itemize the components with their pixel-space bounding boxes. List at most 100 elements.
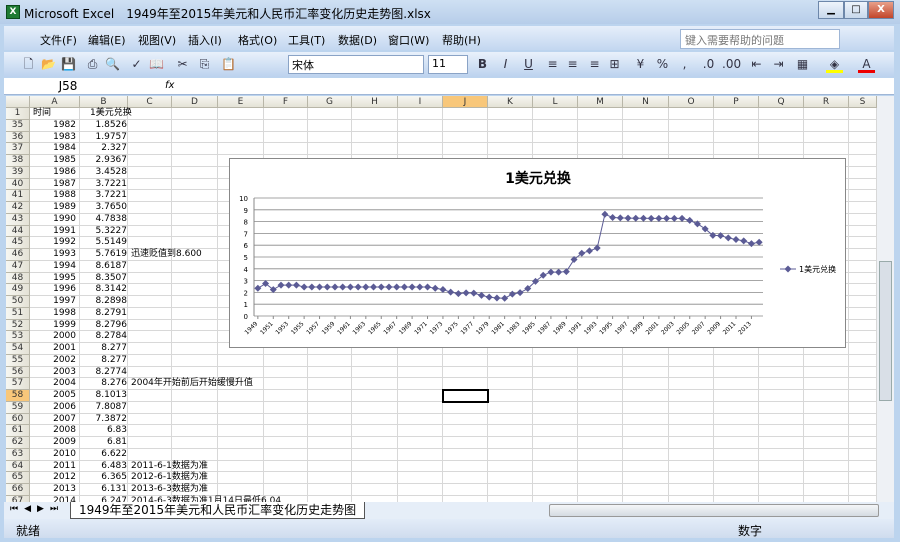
cell-a[interactable]: 1995	[53, 272, 76, 283]
cell-b[interactable]: 5.5149	[95, 237, 128, 248]
cell-a[interactable]: 1996	[53, 284, 76, 295]
paste-icon[interactable]: 📋	[221, 57, 236, 71]
column-header[interactable]: C	[128, 96, 172, 108]
menu-item[interactable]: 插入(I)	[188, 34, 222, 47]
cell-b[interactable]: 7.8087	[95, 401, 128, 412]
cell-a[interactable]: 2000	[53, 331, 76, 342]
cell-c[interactable]: 2011-6-1数据为准	[131, 460, 208, 471]
row-header[interactable]: 48	[6, 272, 30, 285]
cell-a[interactable]: 1994	[53, 260, 76, 271]
increase-indent-icon[interactable]: ⇥	[773, 57, 784, 71]
copy-icon[interactable]: ⎘	[199, 57, 210, 71]
cell-b[interactable]: 3.7650	[95, 202, 128, 212]
cell-a[interactable]: 1997	[53, 296, 76, 306]
help-search-input[interactable]: 键入需要帮助的问题	[680, 29, 840, 49]
cell-b[interactable]: 8.3142	[95, 284, 128, 295]
font-color-icon[interactable]: A	[858, 56, 875, 73]
sheet-tab[interactable]: 1949年至2015年美元和人民币汇率变化历史走势图	[70, 502, 366, 519]
cell-b[interactable]: 8.6187	[95, 260, 128, 271]
cell-b[interactable]: 8.2898	[95, 296, 128, 306]
cell-c[interactable]: 2014-6-3数据为准1月14日最低6.04	[131, 495, 282, 502]
spellcheck-icon[interactable]: ✓	[131, 57, 142, 71]
vertical-scrollbar[interactable]	[877, 96, 894, 502]
fill-color-icon[interactable]: ◈	[826, 56, 843, 73]
column-header[interactable]: I	[398, 96, 443, 108]
align-right-icon[interactable]: ≡	[589, 57, 600, 71]
column-header[interactable]: L	[533, 96, 578, 108]
chart[interactable]: 1美元兑换 0 1 2 3 4 5 6 7 8 9 10 1949 1951 1953 1955 1957 195…	[229, 158, 846, 348]
row-header[interactable]: 63	[6, 448, 30, 461]
cell-b[interactable]: 6.131	[101, 484, 127, 494]
row-header[interactable]: 67	[6, 495, 30, 502]
row-header[interactable]: 41	[6, 190, 30, 202]
column-header[interactable]: B	[80, 96, 128, 108]
cell-a[interactable]: 2001	[53, 343, 76, 353]
cell-b[interactable]: 3.4528	[95, 166, 128, 177]
row-header[interactable]: 57	[6, 378, 30, 390]
research-icon[interactable]: 📖	[149, 57, 164, 71]
font-size-select[interactable]: 11	[428, 55, 468, 74]
row-header[interactable]: 45	[6, 237, 30, 249]
row-header[interactable]: 43	[6, 213, 30, 226]
row-header[interactable]: 40	[6, 178, 30, 191]
column-header[interactable]: D	[172, 96, 218, 108]
cell-a[interactable]: 1999	[53, 319, 76, 330]
minimize-button[interactable]: ▁	[818, 1, 844, 19]
menu-item[interactable]: 视图(V)	[138, 34, 177, 47]
menu-item[interactable]: 窗口(W)	[388, 34, 430, 47]
row-header[interactable]: 39	[6, 166, 30, 179]
cell-a[interactable]: 1983	[53, 131, 76, 142]
row-header[interactable]: 44	[6, 225, 30, 238]
row-header[interactable]: 49	[6, 284, 30, 296]
cell-b[interactable]: 8.277	[101, 354, 127, 365]
merge-center-icon[interactable]: ⊞	[609, 57, 620, 71]
selected-cell[interactable]	[442, 389, 489, 403]
cell-a[interactable]: 2013	[53, 484, 76, 494]
align-center-icon[interactable]: ≡	[567, 57, 578, 71]
cell-a[interactable]: 1985	[53, 155, 76, 165]
row-header[interactable]: 64	[6, 460, 30, 473]
menu-item[interactable]: 文件(F)	[40, 34, 77, 47]
cell-b[interactable]: 8.277	[101, 343, 127, 353]
cell-a[interactable]: 2011	[53, 460, 76, 471]
menu-item[interactable]: 工具(T)	[288, 34, 326, 47]
row-header[interactable]: 53	[6, 331, 30, 343]
print-icon[interactable]: ⎙	[87, 57, 98, 71]
cell-b[interactable]: 8.2791	[95, 307, 128, 318]
currency-icon[interactable]: ¥	[636, 57, 645, 71]
row-header[interactable]: 50	[6, 296, 30, 308]
column-header[interactable]: E	[218, 96, 264, 108]
row-header[interactable]: 59	[6, 401, 30, 414]
cell-a[interactable]: 1998	[53, 307, 76, 318]
cell-b[interactable]: 2.327	[101, 143, 127, 154]
print-preview-icon[interactable]: 🔍	[105, 57, 120, 71]
column-header[interactable]: N	[623, 96, 669, 108]
scroll-thumb[interactable]	[879, 261, 892, 401]
cell-a[interactable]: 1992	[53, 237, 76, 248]
cell-a[interactable]: 1982	[53, 119, 76, 130]
column-header[interactable]: S	[849, 96, 877, 108]
row-header[interactable]: 60	[6, 413, 30, 426]
column-header[interactable]: G	[308, 96, 352, 108]
save-icon[interactable]: 💾	[61, 57, 76, 71]
menu-item[interactable]: 帮助(H)	[442, 34, 481, 47]
row-header[interactable]: 42	[6, 202, 30, 214]
cell-b[interactable]: 6.247	[101, 495, 127, 502]
cell-a[interactable]: 1988	[53, 190, 76, 201]
italic-icon[interactable]: I	[503, 57, 508, 71]
row-header[interactable]: 58	[6, 390, 30, 402]
row-header[interactable]: 35	[6, 119, 30, 132]
row-header[interactable]: 61	[6, 425, 30, 437]
cell-c[interactable]: 迅速贬值到8.600	[131, 249, 202, 259]
cell-b[interactable]: 5.3227	[95, 225, 128, 236]
cell-a[interactable]: 1987	[53, 178, 76, 189]
cell-b[interactable]: 5.7619	[95, 249, 128, 259]
cell-a[interactable]: 1993	[53, 249, 76, 259]
cell-b[interactable]: 8.2796	[95, 319, 128, 330]
cell-c[interactable]: 2004年开始前后开始缓慢升值	[131, 378, 253, 389]
cut-icon[interactable]: ✂	[177, 57, 188, 71]
cell-b[interactable]: 3.7221	[95, 178, 128, 189]
row-header[interactable]: 51	[6, 307, 30, 320]
cell-a[interactable]: 1986	[53, 166, 76, 177]
row-header[interactable]: 52	[6, 319, 30, 332]
